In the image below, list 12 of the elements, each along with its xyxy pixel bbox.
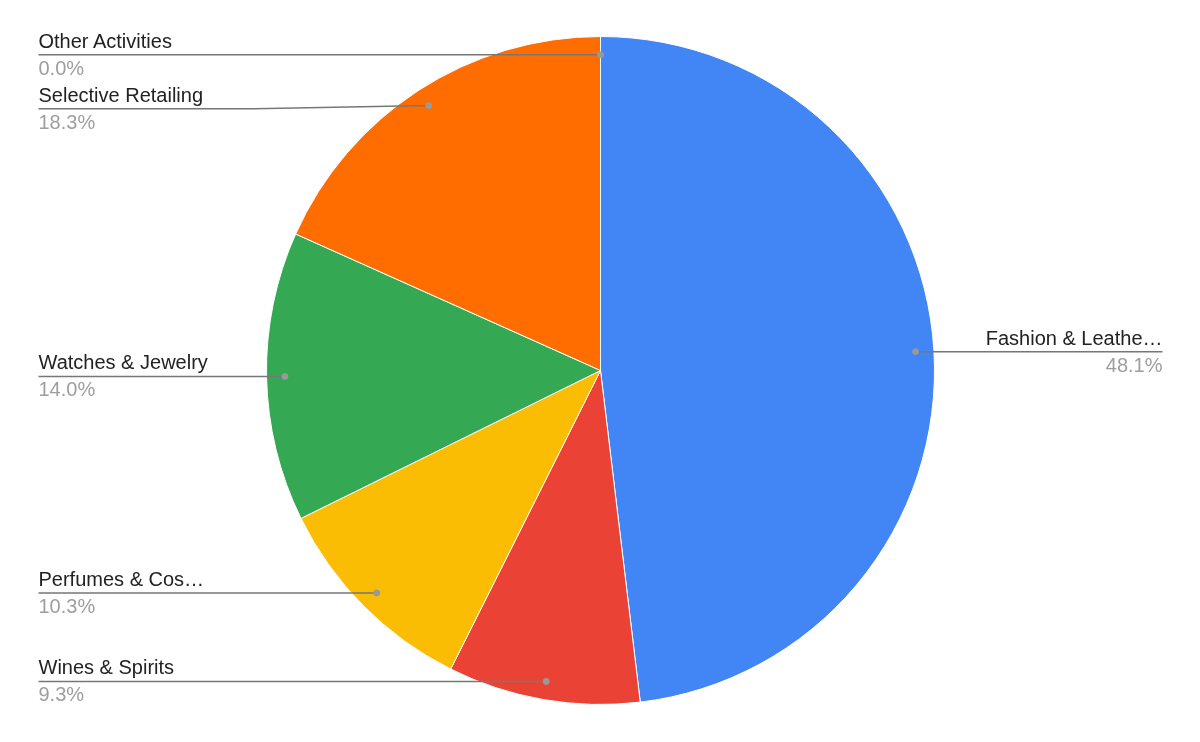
slice-label: Perfumes & Cos…	[38, 567, 205, 590]
data-label: 14.0%	[38, 378, 96, 401]
slice-label: Selective Retailing	[38, 83, 204, 106]
data-label: 48.1%	[1105, 353, 1163, 376]
slice-label: Wines & Spirits	[38, 656, 175, 679]
data-label: 18.3%	[38, 110, 96, 133]
slice-label: Watches & Jewelry	[38, 351, 208, 374]
data-label: 10.3%	[38, 594, 96, 617]
text: 0.0%	[38, 56, 85, 79]
category-label: Other Activities	[38, 29, 172, 52]
slice-label: Fashion & Leathe…	[985, 326, 1163, 349]
data-label: 9.3%	[38, 683, 85, 706]
